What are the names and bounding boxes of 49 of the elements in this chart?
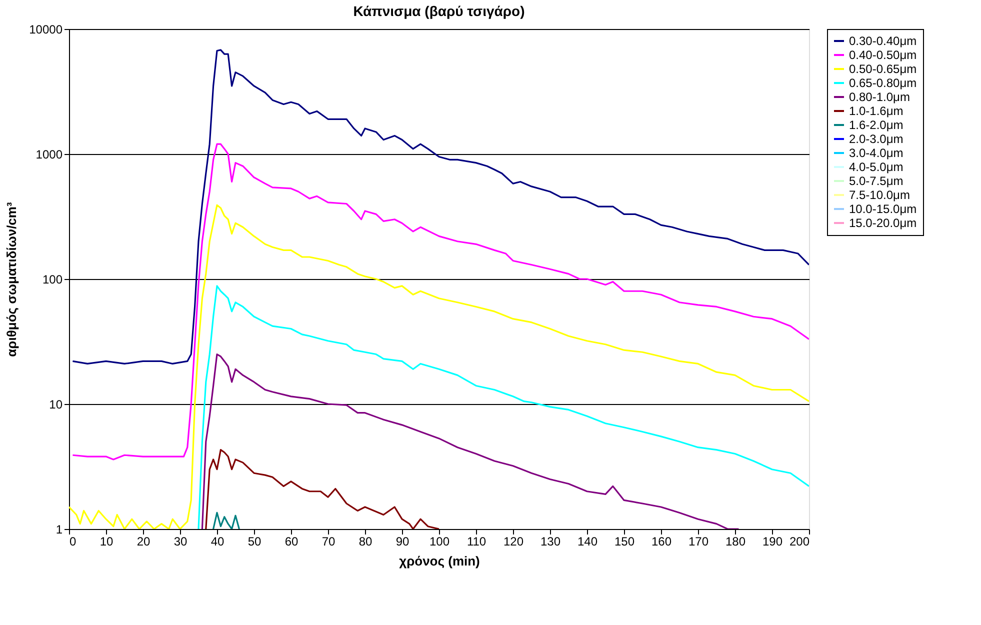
x-tick-label: 130: [540, 534, 561, 548]
chart-title: Κάπνισμα (βαρύ τσιγάρο): [353, 3, 525, 19]
x-tick-label: 170: [688, 534, 709, 548]
x-tick-label: 20: [136, 534, 150, 548]
x-tick-label: 150: [614, 534, 635, 548]
x-tick-label: 70: [322, 534, 336, 548]
x-tick-label: 110: [466, 534, 486, 548]
legend-label: 15.0-20.0μm: [849, 216, 917, 230]
legend-label: 10.0-15.0μm: [849, 202, 917, 216]
legend-label: 0.65-0.80μm: [849, 76, 917, 90]
x-tick-label: 200: [789, 534, 810, 548]
y-tick-label: 1: [56, 522, 63, 536]
y-axis-title: αριθμός σωματιδίων/cm³: [4, 202, 20, 357]
x-tick-label: 100: [429, 534, 450, 548]
legend-label: 7.5-10.0μm: [849, 188, 910, 202]
x-tick-label: 10: [100, 534, 114, 548]
x-tick-label: 160: [651, 534, 672, 548]
legend-label: 0.80-1.0μm: [849, 90, 910, 104]
line-series: [201, 353, 740, 529]
legend-label: 3.0-4.0μm: [849, 146, 904, 160]
x-tick-label: 120: [503, 534, 524, 548]
line-series: [198, 285, 809, 529]
legend-label: 0.40-0.50μm: [849, 48, 917, 62]
x-tick-label: 50: [248, 534, 262, 548]
legend-label: 0.30-0.40μm: [849, 34, 917, 48]
x-tick-label: 190: [762, 534, 783, 548]
y-tick-label: 10000: [29, 22, 63, 36]
legend-label: 4.0-5.0μm: [849, 160, 904, 174]
legend-label: 2.0-3.0μm: [849, 132, 904, 146]
line-series: [205, 449, 440, 529]
x-tick-label: 60: [284, 534, 298, 548]
x-tick-label: 30: [174, 534, 188, 548]
y-tick-label: 1000: [36, 148, 63, 162]
line-series: [212, 512, 240, 529]
legend-label: 1.0-1.6μm: [849, 104, 904, 118]
x-tick-label: 180: [725, 534, 746, 548]
x-tick-label: 80: [358, 534, 372, 548]
line-series: [72, 49, 809, 365]
legend-label: 5.0-7.5μm: [849, 174, 904, 188]
y-tick-label: 10: [49, 398, 63, 412]
legend-label: 0.50-0.65μm: [849, 62, 917, 76]
line-series: [72, 143, 809, 460]
x-tick-label: 140: [577, 534, 598, 548]
y-tick-label: 100: [42, 272, 63, 286]
x-tick-label: 40: [210, 534, 224, 548]
x-axis-title: χρόνος (min): [399, 554, 480, 568]
x-tick-label: 90: [396, 534, 410, 548]
legend-label: 1.6-2.0μm: [849, 118, 904, 132]
x-tick-label: 0: [70, 534, 76, 548]
